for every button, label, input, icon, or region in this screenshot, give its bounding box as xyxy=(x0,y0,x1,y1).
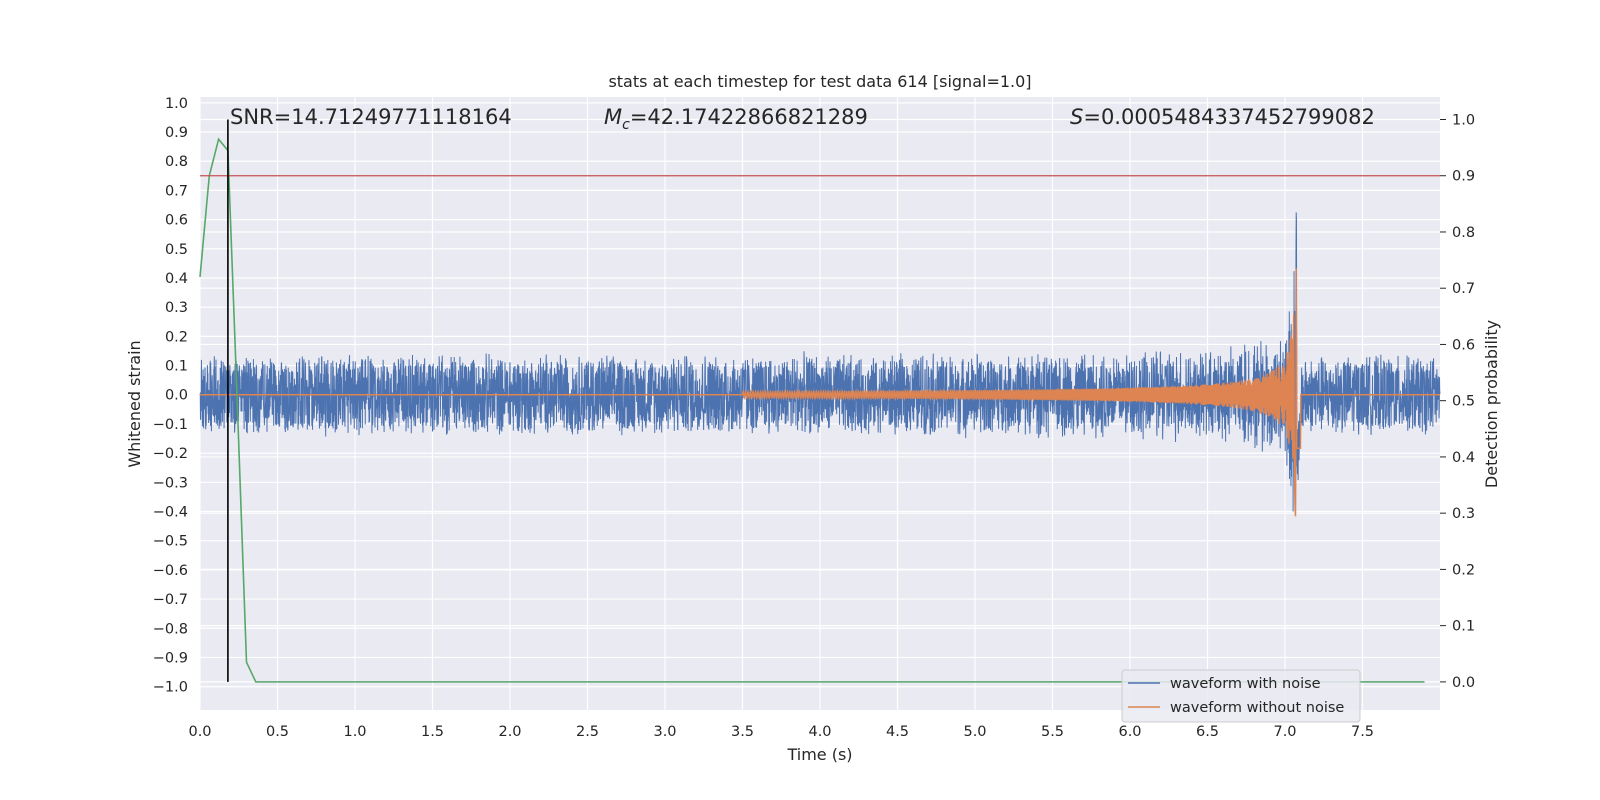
y-right-tick-label: 0.5 xyxy=(1452,394,1475,410)
x-tick-label: 0.0 xyxy=(188,724,211,740)
y-axis-label-left: Whitened strain xyxy=(125,340,144,467)
y-left-tick-label: 0.7 xyxy=(165,183,188,199)
detection-probability-line xyxy=(199,137,1425,683)
chirp-mass-symbol: M xyxy=(604,105,622,129)
y-right-tick-label: 1.0 xyxy=(1452,112,1475,128)
y-left-tick-label: 1.0 xyxy=(165,96,188,112)
y-right-tick-label: 0.7 xyxy=(1452,281,1475,297)
y-left-tick-label: 0.8 xyxy=(165,154,188,170)
y-left-tick-label: −0.5 xyxy=(153,534,188,550)
y-right-tick-label: 0.8 xyxy=(1452,225,1475,241)
y-left-tick-label: 0.5 xyxy=(165,242,188,258)
x-tick-label: 3.5 xyxy=(731,724,754,740)
y-left-tick-label: 0.3 xyxy=(165,300,188,316)
legend-box xyxy=(1121,669,1361,723)
y-left-tick-label: −0.2 xyxy=(153,446,188,462)
chirp-mass-annotation: Mc=42.17422866821289 xyxy=(604,105,868,133)
y-left-tick-label: −0.9 xyxy=(153,650,188,666)
x-tick-label: 4.5 xyxy=(886,724,909,740)
y-right-tick-label: 0.6 xyxy=(1452,337,1475,353)
x-tick-label: 1.0 xyxy=(343,724,366,740)
x-tick-label: 4.0 xyxy=(808,724,831,740)
y-right-tick-label: 0.1 xyxy=(1452,619,1475,635)
y-left-tick-label: 0.0 xyxy=(165,388,188,404)
y-left-tick-label: 0.6 xyxy=(165,213,188,229)
y-right-tick-label: 0.9 xyxy=(1452,169,1475,185)
series-layer xyxy=(199,137,1441,683)
x-tick-label: 5.0 xyxy=(963,724,986,740)
y-left-tick-label: −0.7 xyxy=(153,592,188,608)
statistic-annotation: S=0.0005484337452799082 xyxy=(1070,105,1375,129)
y-left-tick-label: 0.9 xyxy=(165,125,188,141)
x-axis-label: Time (s) xyxy=(786,745,852,764)
y-left-tick-label: 0.1 xyxy=(165,359,188,375)
legend: waveform with noise waveform without noi… xyxy=(1121,669,1361,723)
chirp-mass-subscript: c xyxy=(622,117,630,133)
y-right-tick-label: 0.0 xyxy=(1452,675,1475,691)
y-axis-label-right: Detection probability xyxy=(1482,320,1501,488)
statistic-symbol: S xyxy=(1070,105,1083,129)
x-tick-label: 2.5 xyxy=(576,724,599,740)
snr-annotation: SNR=14.71249771118164 xyxy=(230,105,512,129)
y-left-tick-label: −0.8 xyxy=(153,621,188,637)
y-left-tick-label: −0.3 xyxy=(153,475,188,491)
y-left-tick-label: −0.1 xyxy=(153,417,188,433)
y-right-tick-label: 0.2 xyxy=(1452,562,1475,578)
y-left-tick-label: 0.2 xyxy=(165,329,188,345)
y-left-tick-label: −1.0 xyxy=(153,680,188,696)
y-left-tick-label: −0.4 xyxy=(153,505,188,521)
legend-label-clean: waveform without noise xyxy=(1170,700,1344,716)
x-tick-label: 3.0 xyxy=(653,724,676,740)
x-tick-label: 2.0 xyxy=(498,724,521,740)
x-tick-label: 7.0 xyxy=(1273,724,1296,740)
ticks: 0.0 0.5 1.0 1.5 2.0 2.5 3.0 3.5 4.0 4.5 5.0 5.5 6.0 6… xyxy=(153,96,1475,740)
legend-label-noise: waveform with noise xyxy=(1170,676,1321,692)
x-tick-label: 0.5 xyxy=(266,724,289,740)
x-tick-label: 1.5 xyxy=(421,724,444,740)
chart-title: stats at each timestep for test data 614… xyxy=(608,72,1031,91)
x-tick-label: 6.5 xyxy=(1196,724,1219,740)
y-left-tick-label: −0.6 xyxy=(153,563,188,579)
statistic-value: =0.0005484337452799082 xyxy=(1083,105,1375,129)
reference-lines xyxy=(200,119,1440,682)
x-tick-label: 7.5 xyxy=(1351,724,1374,740)
y-left-tick-label: 0.4 xyxy=(165,271,188,287)
x-tick-label: 6.0 xyxy=(1118,724,1141,740)
chirp-mass-value: =42.17422866821289 xyxy=(630,105,868,129)
waveform-without-noise-line xyxy=(200,268,1440,517)
x-tick-label: 5.5 xyxy=(1041,724,1064,740)
y-right-tick-label: 0.3 xyxy=(1452,506,1475,522)
y-right-tick-label: 0.4 xyxy=(1452,450,1475,466)
